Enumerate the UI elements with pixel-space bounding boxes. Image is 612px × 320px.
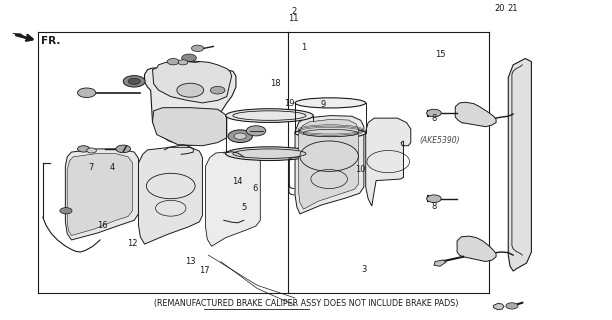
Text: 11: 11 — [289, 14, 299, 23]
Polygon shape — [12, 33, 27, 39]
Text: 14: 14 — [233, 177, 243, 186]
Text: 8: 8 — [431, 203, 436, 212]
Circle shape — [177, 83, 204, 97]
Ellipse shape — [295, 128, 366, 138]
Polygon shape — [434, 260, 446, 266]
Circle shape — [128, 78, 140, 84]
Text: 18: 18 — [271, 79, 281, 88]
Circle shape — [87, 148, 97, 153]
Text: 6: 6 — [252, 184, 258, 193]
Circle shape — [167, 59, 179, 65]
Polygon shape — [138, 147, 203, 244]
Polygon shape — [152, 61, 232, 103]
Ellipse shape — [233, 149, 306, 158]
Text: 17: 17 — [199, 266, 209, 275]
Polygon shape — [508, 59, 531, 271]
Circle shape — [246, 126, 266, 136]
Circle shape — [427, 195, 441, 203]
Circle shape — [78, 146, 90, 152]
Polygon shape — [65, 149, 138, 240]
Circle shape — [234, 133, 246, 140]
Polygon shape — [494, 303, 504, 310]
Text: 16: 16 — [97, 220, 107, 229]
Text: 21: 21 — [508, 4, 518, 13]
Circle shape — [228, 130, 252, 142]
Text: 3: 3 — [361, 265, 367, 274]
Text: 12: 12 — [127, 239, 138, 248]
Ellipse shape — [295, 98, 366, 108]
Circle shape — [182, 54, 196, 62]
Text: FR.: FR. — [41, 36, 61, 46]
Polygon shape — [67, 154, 132, 236]
Text: 19: 19 — [285, 99, 295, 108]
Text: 9: 9 — [321, 100, 326, 109]
Text: (REMANUFACTURED BRAKE CALIPER ASSY DOES NOT INCLUDE BRAKE PADS): (REMANUFACTURED BRAKE CALIPER ASSY DOES … — [154, 299, 458, 308]
Polygon shape — [299, 119, 359, 209]
Circle shape — [192, 45, 204, 52]
Circle shape — [178, 60, 188, 65]
Circle shape — [211, 86, 225, 94]
Circle shape — [427, 109, 441, 117]
Circle shape — [60, 208, 72, 214]
Circle shape — [116, 145, 130, 153]
Text: 20: 20 — [494, 4, 505, 13]
Polygon shape — [455, 102, 496, 127]
Polygon shape — [366, 118, 411, 206]
Text: 15: 15 — [435, 50, 446, 59]
Text: (AKE5390): (AKE5390) — [420, 136, 460, 146]
Text: 7: 7 — [88, 164, 94, 172]
Circle shape — [78, 88, 96, 98]
Polygon shape — [295, 116, 364, 214]
Circle shape — [506, 303, 518, 309]
Polygon shape — [457, 236, 496, 261]
Text: 8: 8 — [431, 114, 436, 123]
Ellipse shape — [226, 147, 313, 161]
Text: 1: 1 — [302, 43, 307, 52]
Polygon shape — [144, 68, 236, 146]
Text: 2: 2 — [291, 7, 296, 16]
Circle shape — [123, 76, 145, 87]
Text: 10: 10 — [356, 165, 366, 174]
Polygon shape — [206, 151, 260, 246]
Text: 13: 13 — [185, 257, 196, 266]
Text: 5: 5 — [241, 203, 247, 212]
Text: 4: 4 — [110, 164, 115, 172]
Polygon shape — [152, 108, 227, 146]
Ellipse shape — [226, 109, 313, 123]
